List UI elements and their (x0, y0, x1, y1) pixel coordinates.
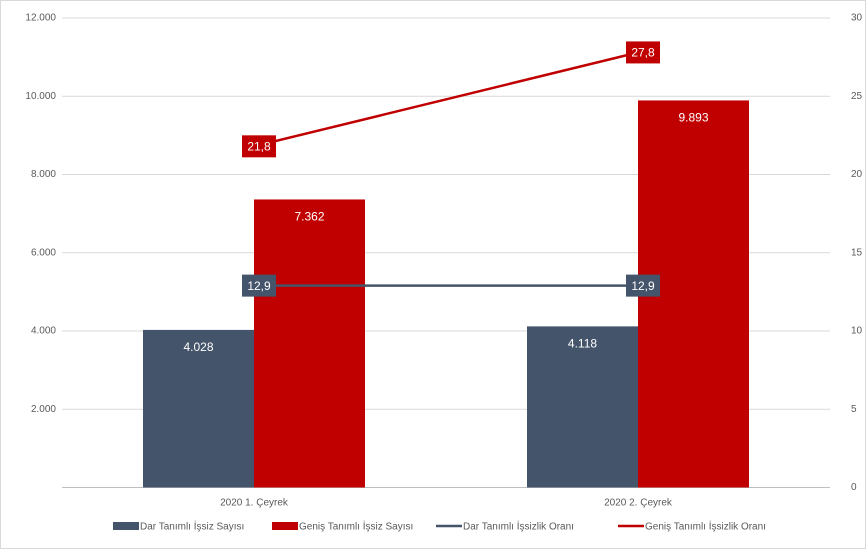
y2-tick-label: 10 (851, 326, 863, 337)
legend-swatch (113, 522, 139, 530)
y-tick-label: 8.000 (31, 169, 56, 180)
data-label-box (242, 135, 276, 158)
legend-label: Dar Tanımlı İşsiz Sayısı (140, 520, 244, 533)
data-label-box (626, 274, 660, 297)
data-label-box (242, 274, 276, 297)
legend-label: Geniş Tanımlı İşsiz Sayısı (299, 520, 413, 533)
data-label: 12,9 (631, 279, 655, 293)
bar (143, 329, 254, 488)
y-tick-label: 12.000 (25, 13, 56, 24)
data-label: 4.118 (568, 337, 597, 351)
x-tick-label: 2020 1. Çeyrek (220, 498, 289, 509)
data-label: 21,8 (247, 140, 271, 154)
y-tick-label: 4.000 (31, 326, 56, 337)
x-tick-label: 2020 2. Çeyrek (604, 498, 673, 509)
data-label: 7.362 (294, 210, 324, 224)
y2-tick-label: 0 (851, 482, 857, 493)
y2-tick-label: 20 (851, 169, 863, 180)
line (253, 51, 639, 148)
y2-tick-label: 15 (851, 247, 863, 258)
y-tick-label: 10.000 (25, 91, 56, 102)
data-label-box (626, 41, 660, 64)
legend-label: Dar Tanımlı İşsizlik Oranı (463, 520, 574, 533)
legend-label: Geniş Tanımlı İşsizlik Oranı (645, 520, 766, 533)
y-tick-label: 2.000 (31, 404, 56, 415)
y-tick-label: 6.000 (31, 247, 56, 258)
y2-tick-label: 5 (851, 404, 857, 415)
legend-swatch (272, 522, 298, 530)
y2-tick-label: 30 (851, 13, 863, 24)
data-label: 4.028 (183, 340, 213, 354)
y2-tick-label: 25 (851, 91, 863, 102)
data-label: 12,9 (247, 279, 271, 293)
data-label: 9.893 (678, 111, 708, 125)
bar (254, 199, 365, 488)
data-label: 27,8 (631, 46, 655, 60)
bar (527, 326, 638, 488)
